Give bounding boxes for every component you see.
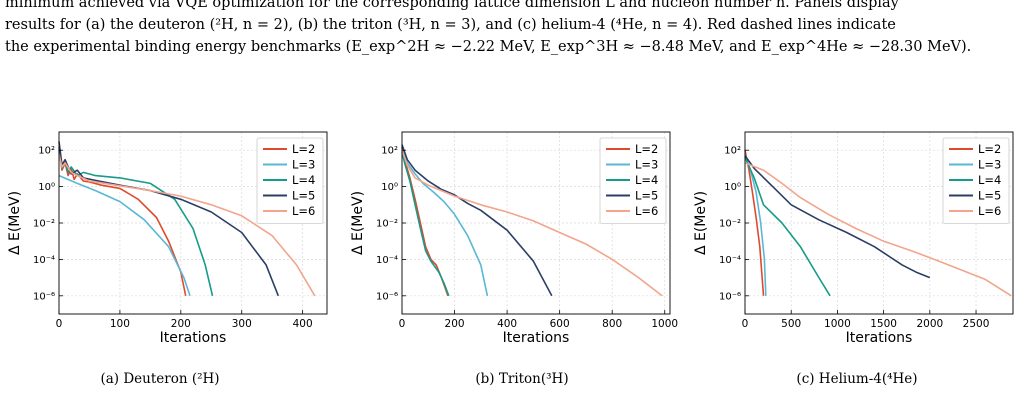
x-axis-label: Iterations xyxy=(503,330,570,346)
y-tick-label: 10⁰ xyxy=(38,182,55,193)
x-tick-label: 1000 xyxy=(651,318,678,330)
legend-label: L=5 xyxy=(978,189,1001,203)
x-tick-label: 600 xyxy=(550,318,570,330)
x-tick-label: 200 xyxy=(171,318,191,330)
x-tick-label: 500 xyxy=(781,318,801,330)
series-line-l6 xyxy=(744,162,1012,297)
y-tick-label: 10⁻² xyxy=(719,219,741,230)
chart-panel-triton: 0 200 400 600 800 1000 10⁻⁶ 10⁻⁴ 10⁻² 10⁰ 10² Itera… xyxy=(350,131,678,346)
x-tick-label: 100 xyxy=(110,318,130,330)
legend-label: L=3 xyxy=(292,158,315,172)
x-tick-label: 400 xyxy=(293,318,313,330)
x-tick-label: 0 xyxy=(56,318,63,330)
y-tick-label: 10⁻⁶ xyxy=(376,291,398,302)
legend-label: L=2 xyxy=(635,142,658,156)
x-tick-label: 2000 xyxy=(916,318,943,330)
chart-panel-helium4: 0 500 1000 1500 2000 2500 10⁻⁶ 10⁻⁴ 10⁻² 10⁰ 10² It… xyxy=(693,131,1014,346)
y-tick-label: 10⁻⁴ xyxy=(33,255,55,266)
x-tick-label: 300 xyxy=(232,318,252,330)
x-axis-label: Iterations xyxy=(846,330,913,346)
legend-box xyxy=(942,137,1010,224)
x-tick-label: 1000 xyxy=(824,318,851,330)
y-tick-label: 10² xyxy=(38,146,55,157)
x-tick-label: 1500 xyxy=(870,318,897,330)
y-tick-label: 10² xyxy=(724,146,741,157)
legend-label: L=5 xyxy=(635,189,658,203)
y-tick-label: 10⁰ xyxy=(724,182,741,193)
series-line-l5 xyxy=(58,141,280,297)
x-axis-label: Iterations xyxy=(160,330,227,346)
y-tick-label: 10⁻⁶ xyxy=(33,291,55,302)
legend-label: L=2 xyxy=(978,142,1001,156)
legend-label: L=4 xyxy=(978,173,1001,187)
series-line-l4 xyxy=(401,151,450,297)
subcaption-c: (c) Helium-4(⁴He) xyxy=(796,371,918,387)
series-line-l3 xyxy=(401,148,489,296)
series-line-l2 xyxy=(58,146,187,296)
chart-panel-deuteron: 0 100 200 300 400 10⁻⁶ 10⁻⁴ 10⁻² 10⁰ 10² Iteration… xyxy=(7,131,328,346)
y-tick-label: 10⁰ xyxy=(381,182,398,193)
grid-lines xyxy=(744,132,1013,314)
y-tick-label: 10² xyxy=(381,146,398,157)
subcaption-b: (b) Triton(³H) xyxy=(475,371,569,387)
y-axis-label: Δ E(MeV) xyxy=(693,191,709,255)
y-tick-label: 10⁻² xyxy=(33,219,55,230)
y-axis-label: Δ E(MeV) xyxy=(7,191,23,255)
y-tick-label: 10⁻² xyxy=(376,219,398,230)
y-axis-label: Δ E(MeV) xyxy=(350,191,366,255)
y-tick-label: 10⁻⁶ xyxy=(719,291,741,302)
grid-lines xyxy=(58,132,327,314)
legend-label: L=4 xyxy=(635,173,658,187)
y-tick-label: 10⁻⁴ xyxy=(376,255,398,266)
series-line-l4 xyxy=(744,157,831,297)
legend-label: L=6 xyxy=(978,204,1001,218)
x-tick-label: 2500 xyxy=(963,318,990,330)
series-line-l5 xyxy=(401,144,553,297)
legend-box xyxy=(599,137,667,224)
x-tick-label: 0 xyxy=(399,318,406,330)
x-tick-label: 800 xyxy=(602,318,622,330)
series-line-l5 xyxy=(744,155,931,279)
series-line-l3 xyxy=(58,174,191,297)
legend: L=2 L=3L=4 L=5L=6 xyxy=(599,137,667,224)
subcaption-a: (a) Deuteron (²H) xyxy=(100,371,220,387)
legend-label: L=3 xyxy=(978,158,1001,172)
legend-label: L=2 xyxy=(292,142,315,156)
x-tick-label: 200 xyxy=(445,318,465,330)
legend-label: L=6 xyxy=(292,204,315,218)
legend-label: L=4 xyxy=(292,173,315,187)
legend: L=2 L=3L=4 L=5L=6 xyxy=(942,137,1010,224)
grid-lines xyxy=(401,132,670,314)
series-line-l6 xyxy=(401,149,663,297)
caption-line-3: the experimental binding energy benchmar… xyxy=(5,39,972,55)
legend-label: L=3 xyxy=(635,158,658,172)
figure-caption: minimum achieved via VQE optimization fo… xyxy=(5,0,1025,58)
caption-line-1: minimum achieved via VQE optimization fo… xyxy=(5,0,899,11)
legend-box xyxy=(256,137,324,224)
legend-label: L=6 xyxy=(635,204,658,218)
legend-label: L=5 xyxy=(292,189,315,203)
series-line-l6 xyxy=(58,154,316,297)
y-tick-label: 10⁻⁴ xyxy=(719,255,741,266)
x-tick-label: 0 xyxy=(742,318,749,330)
legend: L=2 L=3L=4 L=5L=6 xyxy=(256,137,324,224)
caption-line-2: results for (a) the deuteron (²H, n = 2)… xyxy=(5,17,896,33)
x-tick-label: 400 xyxy=(497,318,517,330)
